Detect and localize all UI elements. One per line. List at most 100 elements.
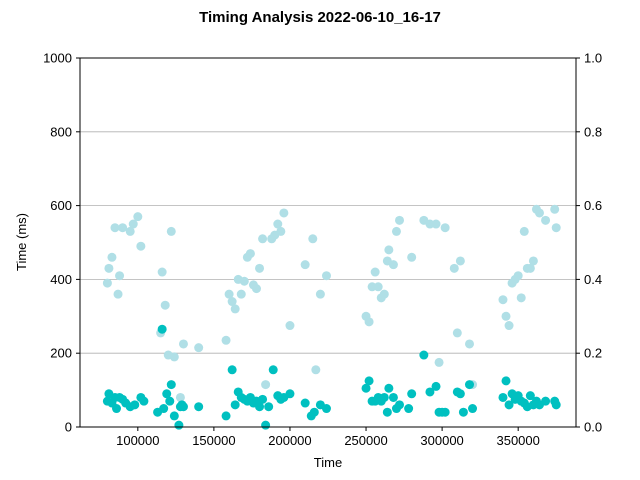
series-0-point-49 (373, 282, 383, 292)
series-1-point-82 (525, 391, 535, 401)
series-1-point-70 (458, 407, 468, 417)
series-0-point-55 (391, 226, 401, 236)
x-tick-label-4: 300000 (420, 433, 463, 448)
series-1-point-18 (169, 411, 179, 421)
series-0-point-0 (102, 278, 112, 288)
series-1-point-88 (551, 400, 561, 410)
series-0-point-77 (525, 263, 535, 273)
series-1-point-69 (455, 389, 465, 399)
series-0-point-2 (107, 252, 117, 262)
series-1-point-86 (541, 396, 551, 406)
series-0-point-60 (431, 219, 441, 229)
series-0-point-20 (221, 335, 231, 345)
series-0-point-23 (230, 304, 240, 314)
series-0-point-56 (395, 215, 405, 225)
series-1-point-56 (384, 383, 394, 393)
series-0-point-10 (136, 241, 146, 251)
series-1-point-36 (261, 420, 271, 430)
x-tick-label-3: 250000 (344, 433, 387, 448)
y2-tick-label-4: 0.8 (584, 124, 602, 139)
series-1-point-47 (321, 404, 331, 414)
series-0-point-61 (434, 357, 444, 367)
series-1-point-57 (388, 392, 398, 402)
series-0-point-63 (449, 263, 459, 273)
series-0-point-78 (528, 256, 538, 266)
series-1-point-15 (162, 389, 172, 399)
series-0-point-48 (370, 267, 380, 277)
series-1-point-4 (112, 404, 122, 414)
y2-tick-label-0: 0.0 (584, 420, 602, 435)
series-0-point-42 (311, 365, 321, 375)
series-0-point-54 (388, 260, 398, 270)
series-0-point-21 (224, 289, 234, 299)
x-axis-label: Time (314, 455, 342, 470)
series-0-point-46 (364, 317, 374, 327)
series-1-point-59 (395, 400, 405, 410)
y2-axis-ticks: 0.0 0.2 0.4 0.6 0.8 1.0 (576, 51, 602, 435)
series-0-point-80 (534, 208, 544, 218)
series-0-point-4 (113, 289, 123, 299)
series-0-point-37 (276, 226, 286, 236)
series-0-point-73 (513, 271, 523, 281)
series-1-point-16 (165, 396, 175, 406)
y-tick-label-3: 600 (50, 198, 72, 213)
series-0-point-53 (384, 245, 394, 255)
y2-tick-label-5: 1.0 (584, 51, 602, 66)
series-1-point-22 (178, 402, 188, 412)
x-tick-label-0: 100000 (116, 433, 159, 448)
series-1-point-67 (440, 407, 450, 417)
series-1-point-63 (425, 387, 435, 397)
x-tick-label-2: 200000 (268, 433, 311, 448)
series-0-point-43 (315, 289, 325, 299)
series-0-point-81 (541, 215, 551, 225)
series-0-point-3 (110, 223, 120, 233)
series-1-point-43 (300, 398, 310, 408)
data-points (102, 204, 561, 430)
series-0-point-38 (279, 208, 289, 218)
series-0-point-41 (308, 234, 318, 244)
series-1-point-60 (404, 404, 414, 414)
series-0-point-65 (455, 256, 465, 266)
x-axis-ticks: 100000 150000 200000 250000 300000 350000 (116, 427, 540, 448)
y-axis-ticks: 0 200 400 600 800 1000 (43, 51, 80, 435)
series-0-point-9 (133, 212, 143, 222)
series-0-point-25 (236, 289, 246, 299)
series-1-point-11 (139, 396, 149, 406)
y-axis-label: Time (ms) (14, 213, 29, 271)
series-1-point-17 (166, 380, 176, 390)
series-0-point-18 (178, 339, 188, 349)
series-0-point-39 (285, 321, 295, 331)
series-0-point-82 (550, 204, 560, 214)
series-0-point-51 (379, 289, 389, 299)
series-1-point-62 (419, 350, 429, 360)
y-tick-label-5: 1000 (43, 51, 72, 66)
series-0-point-12 (157, 267, 167, 277)
series-1-point-9 (130, 400, 140, 410)
series-0-point-33 (261, 380, 271, 390)
series-1-point-38 (268, 365, 278, 375)
series-1-point-61 (407, 389, 417, 399)
series-0-point-62 (440, 223, 450, 233)
series-0-point-7 (125, 226, 135, 236)
y-tick-label-1: 200 (50, 346, 72, 361)
x-tick-label-1: 150000 (192, 433, 235, 448)
series-1-point-42 (285, 389, 295, 399)
chart-title: Timing Analysis 2022-06-10_16-17 (199, 9, 441, 26)
series-1-point-54 (379, 392, 389, 402)
series-1-point-35 (258, 394, 268, 404)
series-0-point-69 (501, 311, 511, 321)
series-0-point-22 (227, 297, 237, 307)
series-1-point-34 (255, 402, 265, 412)
y-tick-label-4: 800 (50, 124, 72, 139)
series-0-point-57 (407, 252, 417, 262)
series-0-point-19 (194, 343, 204, 353)
series-1-point-73 (498, 392, 508, 402)
series-1-point-74 (501, 376, 511, 386)
series-0-point-32 (258, 234, 268, 244)
series-0-point-70 (504, 321, 514, 331)
series-1-point-49 (364, 376, 374, 386)
series-0-point-74 (516, 293, 526, 303)
series-0-point-83 (551, 223, 561, 233)
series-0-point-6 (118, 223, 128, 233)
